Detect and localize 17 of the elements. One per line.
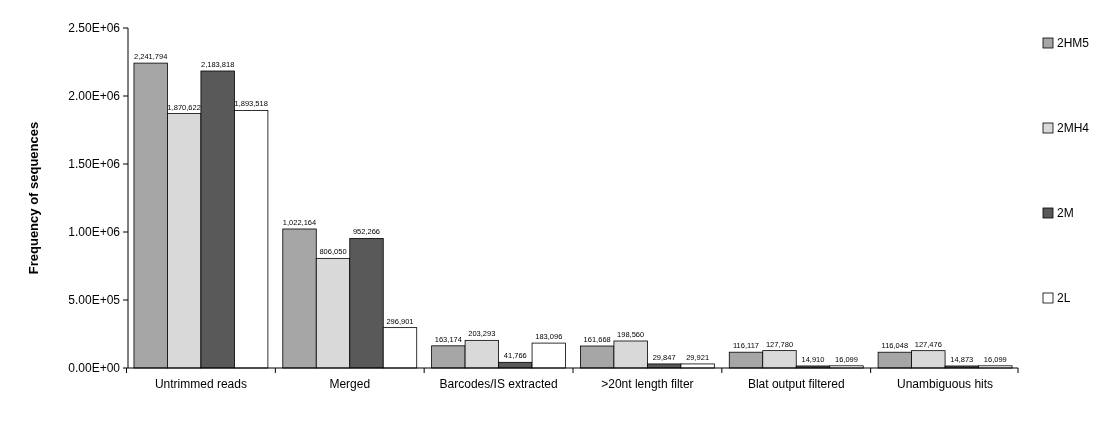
x-tick-label: Unambiguous hits	[897, 377, 994, 391]
y-tick-label: 1.00E+06	[68, 225, 121, 240]
legend-label: 2M	[1057, 206, 1074, 220]
x-tick-label: Barcodes/IS extracted	[439, 377, 558, 391]
legend-label: 2HM5	[1057, 36, 1090, 50]
y-tick-label: 2.50E+06	[68, 21, 121, 36]
x-tick-label: Merged	[329, 377, 371, 391]
y-tick-label: 5.00E+05	[68, 293, 121, 308]
y-tick-label: 0.00E+00	[68, 361, 121, 376]
x-tick-label: Untrimmed reads	[154, 377, 247, 391]
y-tick-label: 1.50E+06	[68, 157, 121, 172]
x-tick-label: >20nt length filter	[601, 377, 694, 391]
y-tick-label: 2.00E+06	[68, 89, 121, 104]
x-tick-label: Blat output filtered	[747, 377, 845, 391]
y-axis-title: Frequency of sequences	[26, 121, 41, 275]
legend-label: 2MH4	[1057, 121, 1090, 135]
legend-label: 2L	[1057, 291, 1071, 305]
